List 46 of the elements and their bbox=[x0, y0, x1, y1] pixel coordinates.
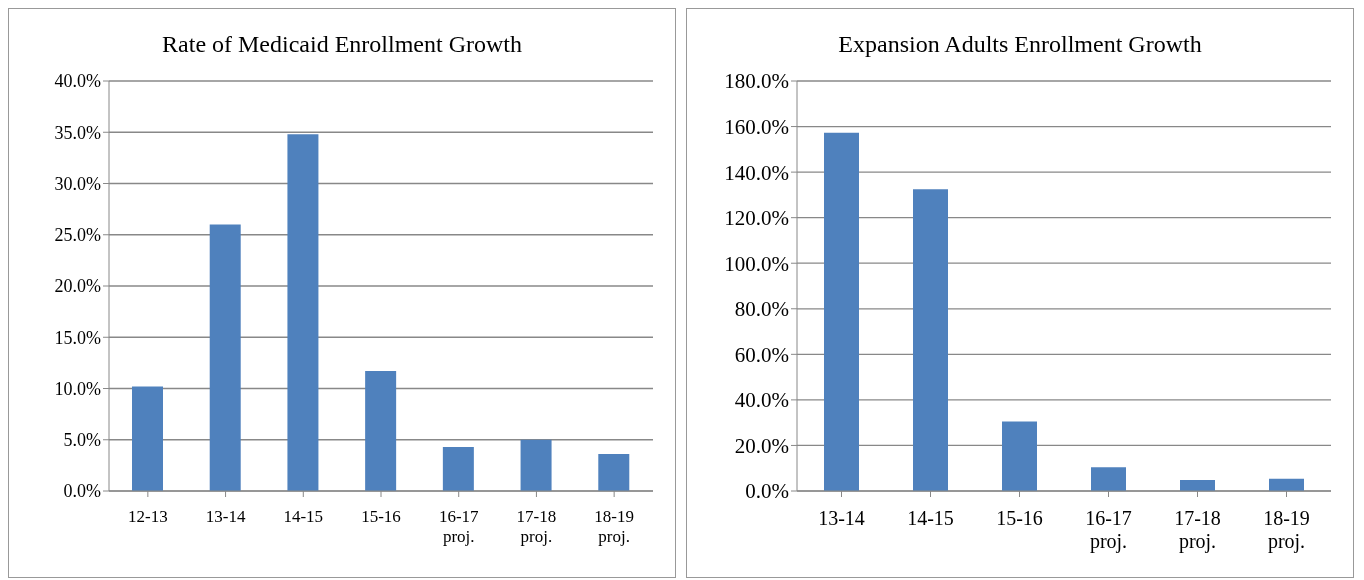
x-tick-label: 17-18 proj. bbox=[1174, 507, 1221, 553]
y-tick-label: 20.0% bbox=[734, 433, 789, 458]
y-tick-label: 0.0% bbox=[745, 479, 789, 504]
x-tick-label: 14-15 bbox=[283, 507, 324, 527]
bar bbox=[365, 371, 397, 491]
y-tick-label: 100.0% bbox=[724, 251, 789, 276]
y-tick-label: 35.0% bbox=[54, 122, 101, 143]
y-tick-label: 10.0% bbox=[54, 378, 101, 399]
x-tick-label: 13-14 bbox=[818, 507, 865, 529]
x-tick-label: 18-19 proj. bbox=[594, 507, 634, 546]
chart-title: Expansion Adults Enrollment Growth bbox=[837, 31, 1203, 59]
y-tick-label: 40.0% bbox=[54, 71, 101, 92]
y-tick-label: 160.0% bbox=[724, 115, 789, 140]
x-tick-label: 16-17 proj. bbox=[1085, 507, 1132, 553]
y-tick-label: 140.0% bbox=[724, 160, 789, 185]
x-tick-label: 18-19 proj. bbox=[1263, 507, 1310, 553]
bar bbox=[824, 132, 859, 491]
y-tick-label: 25.0% bbox=[54, 225, 101, 246]
y-tick-label: 5.0% bbox=[63, 430, 101, 451]
bar bbox=[442, 446, 474, 491]
x-tick-label: 15-16 bbox=[996, 507, 1043, 529]
y-tick-label: 80.0% bbox=[734, 297, 789, 322]
x-tick-label: 17-18 proj. bbox=[516, 507, 557, 546]
y-tick-label: 15.0% bbox=[54, 327, 101, 348]
x-tick-label: 15-16 bbox=[361, 507, 401, 527]
x-tick-label: 16-17 proj. bbox=[438, 507, 480, 546]
chart-title: Rate of Medicaid Enrollment Growth bbox=[161, 31, 523, 59]
bar bbox=[520, 439, 552, 491]
bar bbox=[287, 134, 319, 491]
y-tick-label: 120.0% bbox=[724, 206, 789, 231]
y-tick-label: 20.0% bbox=[54, 276, 101, 297]
x-tick-label: 12-13 bbox=[128, 507, 168, 527]
y-tick-label: 60.0% bbox=[734, 342, 789, 367]
bar bbox=[1180, 480, 1215, 491]
y-tick-label: 30.0% bbox=[54, 173, 101, 194]
bar bbox=[132, 386, 163, 491]
y-tick-label: 180.0% bbox=[724, 69, 789, 94]
x-tick-label: 14-15 bbox=[907, 507, 954, 529]
bar bbox=[209, 224, 241, 491]
bar bbox=[1091, 467, 1126, 491]
bar bbox=[1002, 421, 1037, 491]
y-tick-label: 40.0% bbox=[734, 388, 789, 413]
y-tick-label: 0.0% bbox=[63, 481, 101, 502]
bar bbox=[598, 454, 630, 491]
bar bbox=[913, 189, 948, 491]
x-tick-label: 13-14 bbox=[205, 507, 246, 527]
